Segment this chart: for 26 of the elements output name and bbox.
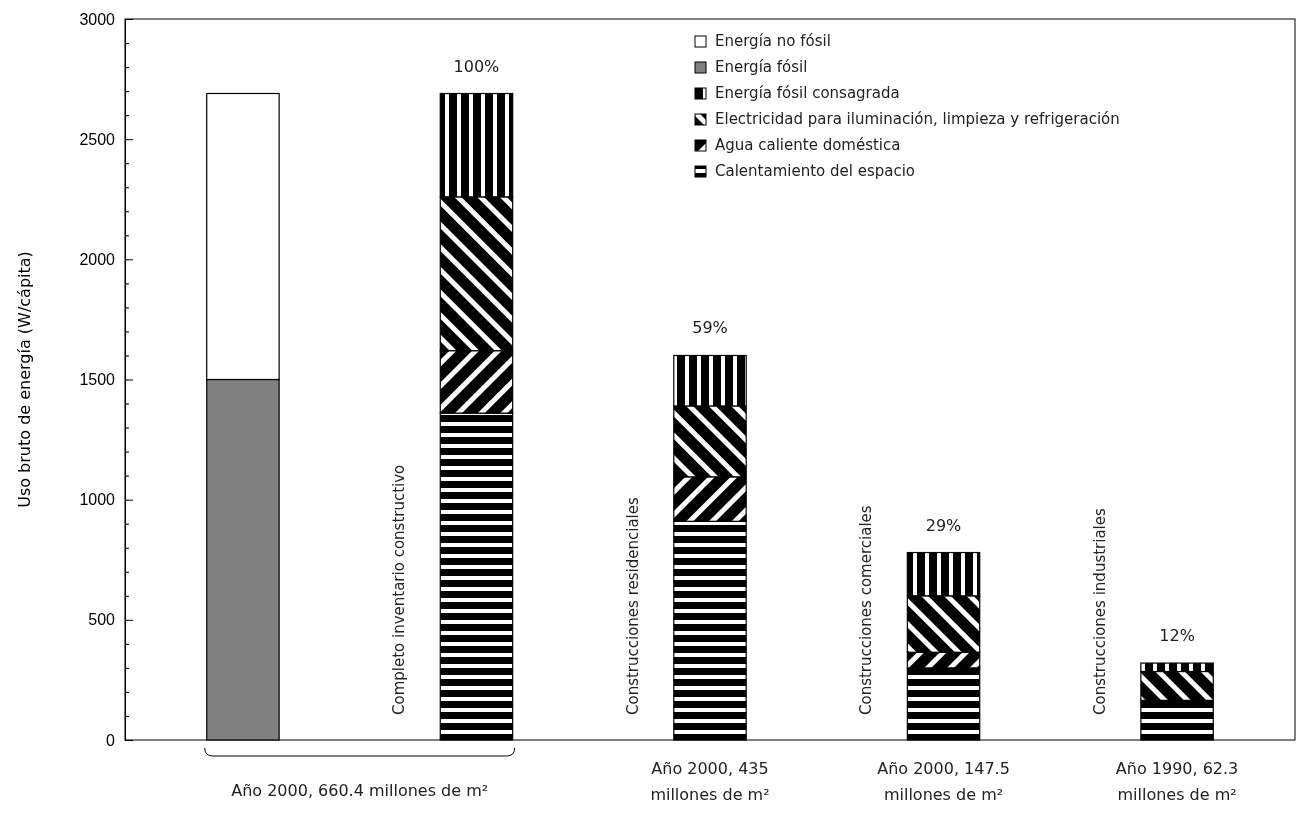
annotation: 59% xyxy=(692,318,728,338)
text: Año 2000, 660.4 millones de m² xyxy=(231,781,489,800)
y-tick-label: 1000 xyxy=(79,491,116,509)
annotation: Construcciones industriales xyxy=(1090,507,1109,715)
annotation: Construcciones comerciales xyxy=(857,505,876,715)
y-tick-label: 500 xyxy=(88,611,116,629)
y-tick-label: 2500 xyxy=(79,130,116,148)
y-tick-label: 0 xyxy=(106,731,116,749)
x-tick-label: Año 2000, 147.5 millones de m² xyxy=(877,759,1010,804)
annotation: 29% xyxy=(925,515,962,535)
legend-label: Agua caliente doméstica xyxy=(715,136,901,154)
y-axis-title: Uso bruto de energía (W/cápita) xyxy=(15,251,34,508)
annotation: Completo inventario constructivo xyxy=(390,464,409,715)
y-tick-label: 2000 xyxy=(79,250,116,268)
y-tick-label: 1500 xyxy=(79,371,116,389)
x-tick-label: Año 2000, 435 millones de m² xyxy=(650,759,770,804)
legend-label: Energía fósil consagrada xyxy=(715,84,900,102)
annotation: 100% xyxy=(453,56,500,76)
y-tick-label: 3000 xyxy=(79,10,116,28)
legend-label: Energía no fósil xyxy=(715,32,831,50)
legend-label: Energía fósil xyxy=(715,58,808,76)
legend-label: Calentamiento del espacio xyxy=(715,162,916,180)
annotation: Construcciones residenciales xyxy=(623,497,642,715)
x-tick-label: Año 1990, 62.3 millones de m² xyxy=(1115,759,1239,804)
legend-label: Electricidad para iluminación, limpieza y refrigeración xyxy=(715,110,1120,128)
annotation: 12% xyxy=(1159,626,1195,646)
